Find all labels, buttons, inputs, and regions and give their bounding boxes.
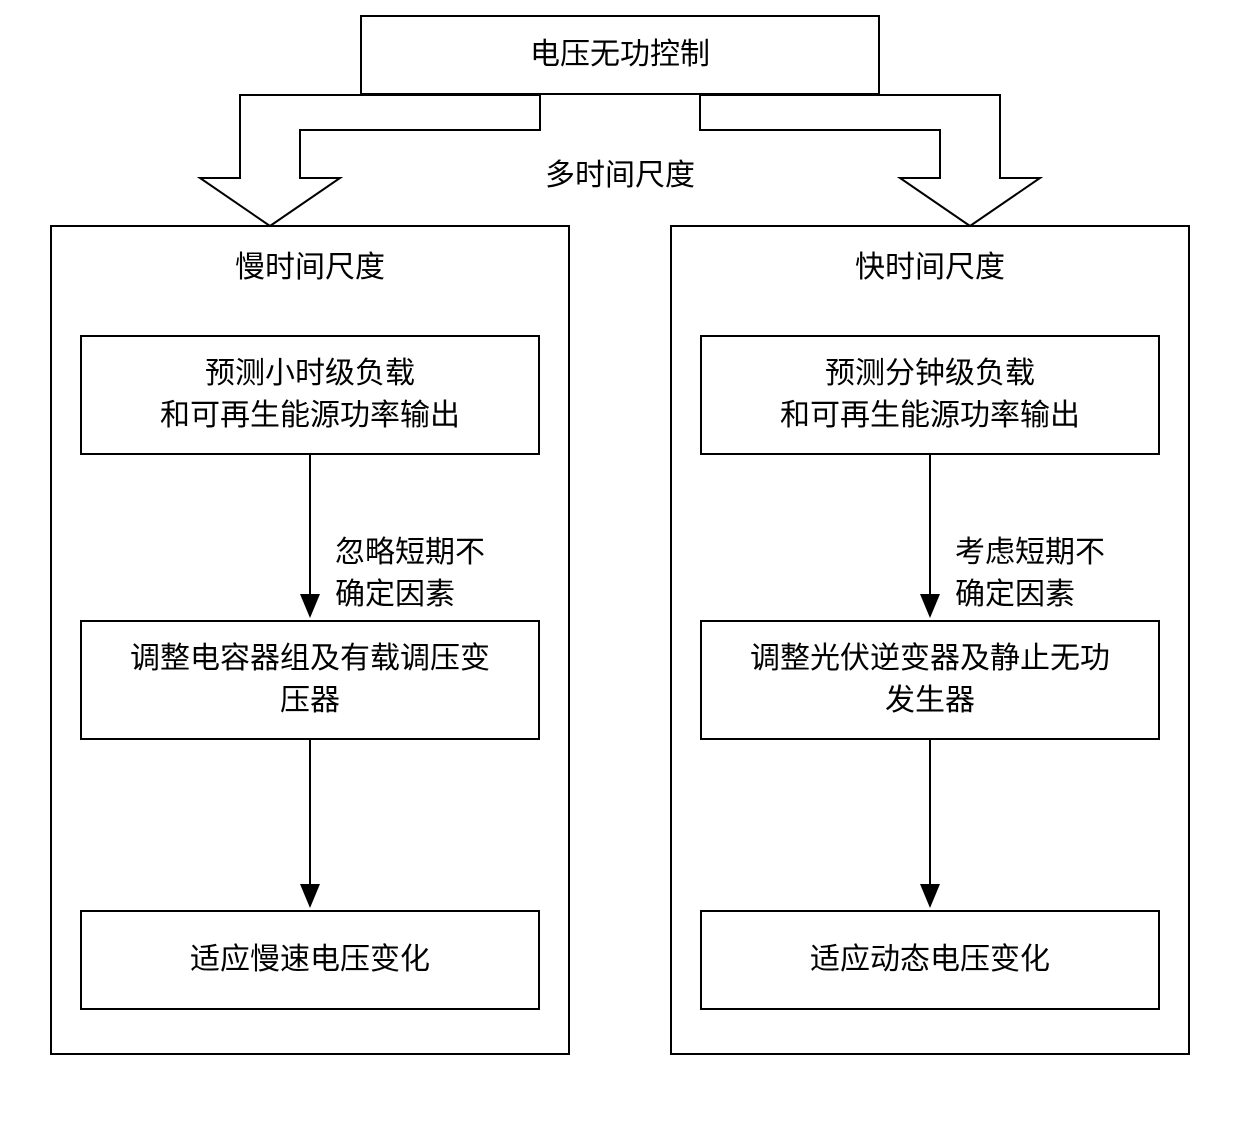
left-box-2: 调整电容器组及有载调压变 压器 bbox=[80, 620, 540, 740]
left-arrow-label-text: 忽略短期不 确定因素 bbox=[335, 536, 485, 611]
left-box-3-text: 适应慢速电压变化 bbox=[190, 939, 430, 981]
left-box-1-text: 预测小时级负载 和可再生能源功率输出 bbox=[160, 353, 460, 437]
top-box-final: 电压无功控制 bbox=[360, 15, 880, 95]
right-arrow-label: 考虑短期不 确定因素 bbox=[955, 490, 1105, 616]
right-box-1: 预测分钟级负载 和可再生能源功率输出 bbox=[700, 335, 1160, 455]
right-box-3-text: 适应动态电压变化 bbox=[810, 939, 1050, 981]
left-box-2-text: 调整电容器组及有载调压变 压器 bbox=[130, 638, 490, 722]
top-box-text: 电压无功控制 bbox=[530, 34, 710, 76]
diagram-container: 电压无功控制 电压无功控制 bbox=[0, 0, 1240, 1124]
split-label-text: 多时间尺度 bbox=[545, 159, 695, 192]
right-box-3: 适应动态电压变化 bbox=[700, 910, 1160, 1010]
right-arrow-label-text: 考虑短期不 确定因素 bbox=[955, 536, 1105, 611]
left-title: 慢时间尺度 bbox=[235, 247, 385, 289]
left-box-1: 预测小时级负载 和可再生能源功率输出 bbox=[80, 335, 540, 455]
left-arrow-label: 忽略短期不 确定因素 bbox=[335, 490, 485, 616]
left-box-3: 适应慢速电压变化 bbox=[80, 910, 540, 1010]
right-title: 快时间尺度 bbox=[855, 247, 1005, 289]
right-box-2-text: 调整光伏逆变器及静止无功 发生器 bbox=[750, 638, 1110, 722]
split-label: 多时间尺度 bbox=[545, 155, 695, 197]
right-box-2: 调整光伏逆变器及静止无功 发生器 bbox=[700, 620, 1160, 740]
right-box-1-text: 预测分钟级负载 和可再生能源功率输出 bbox=[780, 353, 1080, 437]
